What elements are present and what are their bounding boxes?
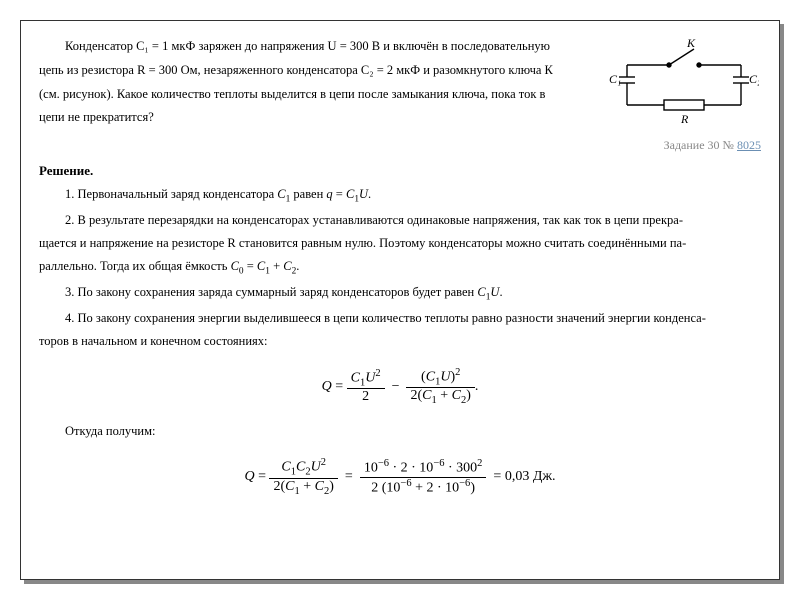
solution-body: 1. Первоначальный заряд конденсатора C1 … <box>39 183 761 497</box>
problem-text: Конденсатор C₁ = 1 мкФ заряжен до напряж… <box>39 35 589 130</box>
task-ref-prefix: Задание 30 № <box>664 138 737 152</box>
task-reference: Задание 30 № 8025 <box>39 138 761 153</box>
solution-step-5: Откуда получим: <box>39 420 761 443</box>
solution-heading: Решение. <box>39 163 761 179</box>
label-c2: C₂ <box>749 72 759 86</box>
solution-step-4a: 4. По закону сохранения энергии выделивш… <box>39 307 761 330</box>
label-c1: C₁ <box>609 72 621 86</box>
answer-value: 0,03 <box>505 469 530 484</box>
solution-step-2b: щается и напряжение на резисторе R стано… <box>39 232 761 255</box>
physics-slide: Конденсатор C₁ = 1 мкФ заряжен до напряж… <box>20 20 780 580</box>
solution-step-3: 3. По закону сохранения заряда суммарный… <box>39 281 761 307</box>
task-ref-link[interactable]: 8025 <box>737 138 761 152</box>
solution-step-1: 1. Первоначальный заряд конденсатора C1 … <box>39 183 761 209</box>
solution-step-2a: 2. В результате перезарядки на конденсат… <box>39 209 761 232</box>
solution-step-2c: раллельно. Тогда их общая ёмкость C0 = C… <box>39 255 761 281</box>
formula-final: Q = C1C2U2 2(C1 + C2) = 10−6 · 2 · 10−6 … <box>39 457 761 496</box>
solution-step-4b: торов в начальном и конечном состояниях: <box>39 330 761 353</box>
answer-unit: Дж. <box>533 469 556 484</box>
label-r: R <box>680 112 689 125</box>
formula-q: Q = C1U22 − (C1U)22(C1 + C2). <box>39 367 761 406</box>
problem-line1: Конденсатор C₁ = 1 мкФ заряжен до напряж… <box>39 35 589 59</box>
problem-block: Конденсатор C₁ = 1 мкФ заряжен до напряж… <box>39 35 761 130</box>
problem-line2: цепь из резистора R = 300 Ом, незаряженн… <box>39 59 589 83</box>
problem-line3: (см. рисунок). Какое количество теплоты … <box>39 83 589 107</box>
label-k: К <box>686 36 696 50</box>
circuit-diagram: К C₁ C₂ R <box>609 35 759 125</box>
problem-line4: цепи не прекратится? <box>39 106 589 130</box>
